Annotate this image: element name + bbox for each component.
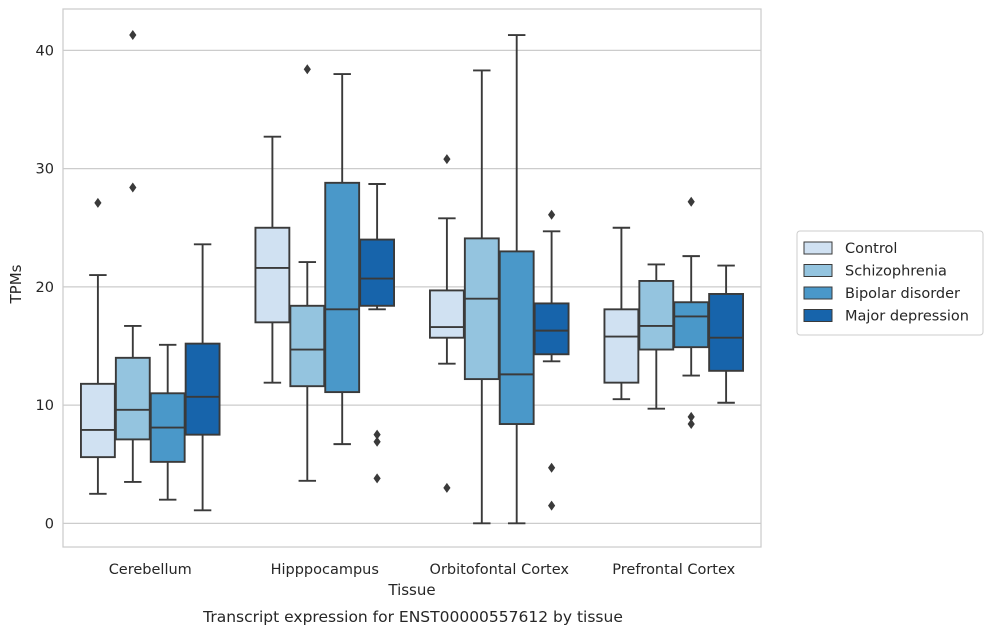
outlier-point xyxy=(129,30,137,41)
outlier-point xyxy=(443,482,451,493)
box-iqr xyxy=(638,280,675,351)
box-0-3 xyxy=(184,243,221,512)
box-iqr xyxy=(184,342,221,436)
x-tick-labels: Cerebellum Hipppocampus Orbitofontal Corte… xyxy=(109,562,736,578)
box-1-3 xyxy=(359,183,395,484)
x-tick-label: Prefrontal Cortex xyxy=(612,562,735,578)
box-3-3 xyxy=(708,264,745,404)
box-iqr xyxy=(429,289,465,339)
box-2-2 xyxy=(498,34,535,525)
box-iqr xyxy=(498,250,535,425)
box-iqr xyxy=(603,308,640,384)
box-iqr xyxy=(673,301,710,349)
x-axis-label: Tissue xyxy=(387,581,435,599)
outlier-point xyxy=(303,64,311,75)
plot-area xyxy=(79,30,745,525)
legend-label: Bipolar disorder xyxy=(845,286,960,302)
box-iqr xyxy=(324,181,361,394)
y-axis-label: TPMs xyxy=(7,264,25,304)
box-3-1 xyxy=(638,263,675,410)
box-0-0 xyxy=(79,197,116,495)
chart-caption: Transcript expression for ENST0000055761… xyxy=(202,608,623,626)
legend-swatch xyxy=(803,309,833,322)
legend-label: Major depression xyxy=(845,309,969,325)
x-tick-label: Hipppocampus xyxy=(271,562,379,578)
box-iqr xyxy=(254,226,291,324)
outlier-point xyxy=(548,209,556,220)
box-0-1 xyxy=(114,30,151,483)
legend-frame xyxy=(796,230,984,336)
y-tick-label: 10 xyxy=(36,398,54,414)
outlier-point xyxy=(373,436,381,447)
outlier-point xyxy=(687,196,695,207)
outlier-point xyxy=(373,429,381,440)
x-tick-label: Orbitofontal Cortex xyxy=(430,562,570,578)
box-iqr xyxy=(114,356,151,441)
outlier-point xyxy=(548,462,556,473)
box-2-0 xyxy=(429,154,465,493)
box-1-1 xyxy=(289,64,326,482)
legend-swatch xyxy=(803,286,833,300)
box-0-2 xyxy=(149,343,186,501)
y-tick-label: 0 xyxy=(45,516,54,532)
x-tick-label: Cerebellum xyxy=(109,562,192,578)
legend-swatch xyxy=(803,264,833,277)
outlier-point xyxy=(129,182,137,193)
box-2-1 xyxy=(463,69,500,525)
box-1-2 xyxy=(324,73,361,446)
box-iqr xyxy=(79,382,116,459)
legend-label: Control xyxy=(845,241,897,257)
box-2-3 xyxy=(533,209,570,511)
box-iqr xyxy=(289,304,326,388)
box-1-0 xyxy=(254,135,291,384)
outlier-point xyxy=(548,500,556,511)
box-iqr xyxy=(463,237,500,381)
box-3-2 xyxy=(673,196,710,430)
outlier-point xyxy=(373,473,381,484)
y-tick-label: 30 xyxy=(36,162,54,178)
y-tick-label: 40 xyxy=(36,43,54,59)
legend: Control Schizophrenia Bipolar disorder Majo… xyxy=(796,230,984,336)
box-iqr xyxy=(533,302,570,356)
box-iqr xyxy=(708,293,745,372)
box-iqr xyxy=(359,238,395,307)
outlier-point xyxy=(687,419,695,430)
y-tick-labels: 0 10 20 30 40 xyxy=(36,43,54,532)
plot-frame xyxy=(62,8,762,548)
outlier-point xyxy=(443,154,451,165)
y-tick-label: 20 xyxy=(36,280,54,296)
legend-swatch xyxy=(803,241,833,255)
legend-label: Schizophrenia xyxy=(845,264,947,280)
outlier-point xyxy=(94,197,102,208)
outlier-point xyxy=(687,411,695,422)
box-3-0 xyxy=(603,226,640,401)
